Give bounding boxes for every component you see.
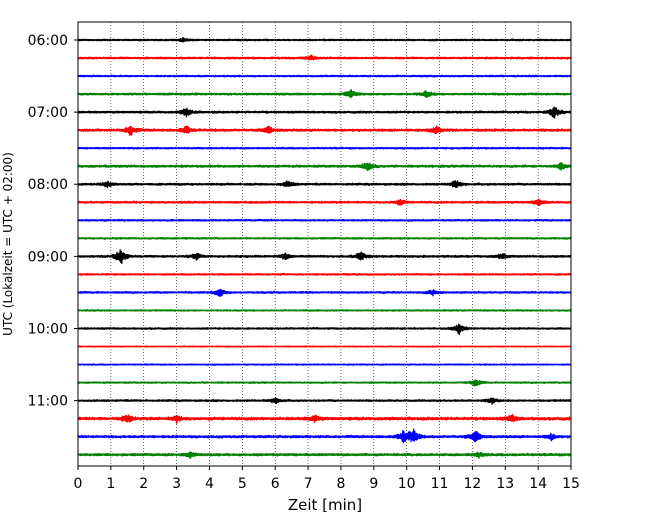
y-tick-label: 07:00 xyxy=(28,105,68,121)
x-tick-label: 10 xyxy=(398,476,416,492)
trace-1145 xyxy=(77,451,572,459)
trace-0815 xyxy=(77,198,572,207)
trace-0945 xyxy=(77,309,572,312)
trace-0915 xyxy=(77,272,572,276)
trace-0830 xyxy=(77,218,572,222)
seismic-traces xyxy=(77,37,572,459)
trace-0800 xyxy=(77,180,572,189)
trace-0715 xyxy=(77,125,572,136)
trace-0730 xyxy=(77,146,572,150)
y-axis-label: UTC (Lokalzeit = UTC + 02:00) xyxy=(1,152,15,336)
x-tick-label: 15 xyxy=(562,476,580,492)
x-tick-label: 0 xyxy=(74,476,83,492)
x-tick-label: 1 xyxy=(106,476,115,492)
trace-1130 xyxy=(77,428,572,444)
x-tick-label: 6 xyxy=(271,476,280,492)
y-tick-label: 06:00 xyxy=(28,33,68,49)
y-tick-label: 08:00 xyxy=(28,177,68,193)
x-tick-label: 14 xyxy=(529,476,547,492)
x-tick-label: 9 xyxy=(369,476,378,492)
trace-1000 xyxy=(77,323,572,336)
trace-0745 xyxy=(77,162,572,172)
grid-lines xyxy=(110,22,539,466)
x-tick-label: 4 xyxy=(205,476,214,492)
trace-0845 xyxy=(77,236,572,240)
x-tick-label: 12 xyxy=(463,476,481,492)
trace-0930 xyxy=(77,288,572,297)
trace-0600 xyxy=(77,37,572,43)
trace-1115 xyxy=(77,414,572,424)
trace-0700 xyxy=(77,106,572,119)
y-tick-label: 09:00 xyxy=(28,249,68,265)
y-tick-label: 10:00 xyxy=(28,321,68,337)
x-tick-label: 3 xyxy=(172,476,181,492)
trace-1100 xyxy=(77,397,572,405)
x-tick-label: 5 xyxy=(238,476,247,492)
trace-0630 xyxy=(77,74,572,78)
x-tick-label: 11 xyxy=(431,476,449,492)
trace-0900 xyxy=(77,249,572,265)
x-tick-label: 8 xyxy=(336,476,345,492)
x-axis-label: Zeit [min] xyxy=(288,496,362,514)
plot-frame xyxy=(77,21,572,467)
y-axis-ticks: 06:00 07:00 08:00 09:00 10:00 11:00 xyxy=(28,33,78,410)
trace-0645 xyxy=(77,89,572,99)
y-tick-label: 11:00 xyxy=(28,394,68,410)
x-tick-label: 13 xyxy=(496,476,514,492)
trace-1045 xyxy=(77,379,572,387)
trace-1030 xyxy=(77,363,572,366)
x-tick-label: 2 xyxy=(139,476,148,492)
x-axis-ticks: 0 1 2 3 4 5 6 7 8 9 10 11 12 13 14 15 xyxy=(74,466,580,492)
x-tick-label: 7 xyxy=(304,476,313,492)
trace-1015 xyxy=(77,345,572,348)
trace-0615 xyxy=(77,54,572,61)
